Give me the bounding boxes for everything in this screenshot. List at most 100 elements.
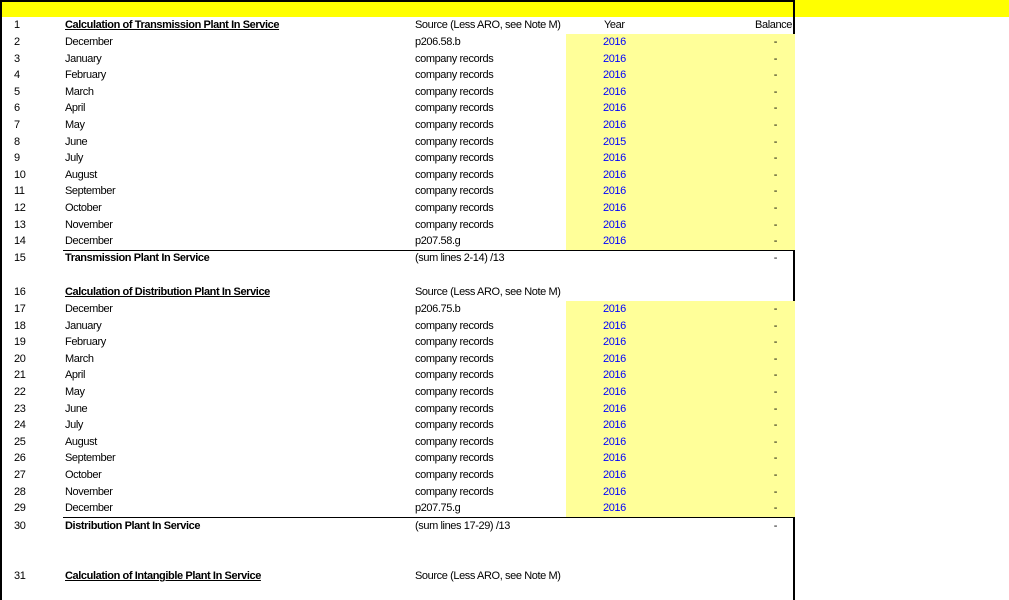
- year-cell[interactable]: 2016: [603, 102, 626, 115]
- month-label: April: [65, 369, 86, 382]
- table-row: 18 January company records 2016 -: [0, 318, 795, 334]
- source-reference: company records: [415, 435, 494, 448]
- year-cell[interactable]: 2016: [603, 202, 626, 214]
- year-cell[interactable]: 2016: [603, 336, 626, 349]
- total-formula: (sum lines 2-14) /13: [415, 252, 505, 264]
- source-reference: company records: [415, 402, 494, 415]
- year-cell[interactable]: 2016: [603, 485, 626, 498]
- line-number: 5: [14, 85, 20, 98]
- balance-cell[interactable]: -: [773, 85, 778, 98]
- balance-cell[interactable]: -: [773, 168, 778, 181]
- month-label: March: [65, 85, 94, 98]
- balance-cell[interactable]: -: [773, 469, 778, 481]
- year-cell[interactable]: 2016: [603, 218, 626, 231]
- year-cell[interactable]: 2016: [603, 502, 626, 515]
- year-cell[interactable]: 2016: [603, 419, 626, 432]
- balance-cell[interactable]: -: [773, 235, 778, 248]
- table-row: 7 May company records 2016 -: [0, 117, 795, 133]
- year-cell[interactable]: 2016: [603, 168, 626, 181]
- table-row: 13 November company records 2016 -: [0, 217, 795, 233]
- year-cell[interactable]: 2016: [603, 152, 626, 165]
- balance-cell[interactable]: -: [773, 336, 778, 349]
- table-row: 27 October company records 2016 -: [0, 467, 795, 483]
- source-reference: company records: [415, 386, 494, 398]
- year-cell[interactable]: 2016: [603, 369, 626, 382]
- line-number: 18: [14, 319, 26, 332]
- balance-cell[interactable]: -: [773, 152, 778, 165]
- year-cell[interactable]: 2016: [603, 36, 626, 48]
- line-number: 15: [14, 252, 26, 264]
- year-cell[interactable]: 2016: [603, 303, 626, 315]
- line-number: 24: [14, 419, 26, 432]
- balance-cell[interactable]: -: [773, 369, 778, 382]
- total-rule: [63, 517, 795, 518]
- line-number: 2: [14, 36, 20, 48]
- line-number: 7: [14, 119, 20, 131]
- balance-cell[interactable]: -: [773, 218, 778, 231]
- source-reference: company records: [415, 469, 494, 481]
- year-cell[interactable]: 2016: [603, 469, 626, 481]
- month-label: June: [65, 135, 88, 148]
- source-reference: company records: [415, 168, 494, 181]
- line-number: 1: [14, 19, 20, 31]
- balance-cell[interactable]: -: [773, 502, 778, 515]
- month-label: January: [65, 52, 102, 65]
- balance-cell[interactable]: -: [773, 69, 778, 82]
- year-cell[interactable]: 2016: [603, 452, 626, 465]
- balance-cell[interactable]: -: [773, 319, 778, 332]
- balance-cell[interactable]: -: [773, 452, 778, 465]
- balance-cell[interactable]: -: [773, 119, 778, 131]
- balance-cell[interactable]: -: [773, 185, 778, 198]
- balance-cell[interactable]: -: [773, 402, 778, 415]
- balance-cell[interactable]: -: [773, 352, 778, 365]
- balance-cell[interactable]: -: [773, 102, 778, 115]
- month-label: January: [65, 319, 102, 332]
- table-row: 23 June company records 2016 -: [0, 401, 795, 417]
- year-cell[interactable]: 2016: [603, 119, 626, 131]
- balance-cell[interactable]: -: [773, 135, 778, 148]
- source-reference: company records: [415, 336, 494, 349]
- year-cell[interactable]: 2016: [603, 185, 626, 198]
- source-header: Source (Less ARO, see Note M): [415, 570, 561, 582]
- table-row: 5 March company records 2016 -: [0, 84, 795, 100]
- total-balance: -: [773, 520, 778, 532]
- total-formula: (sum lines 17-29) /13: [415, 520, 510, 532]
- line-number: 14: [14, 235, 26, 248]
- year-cell[interactable]: 2016: [603, 352, 626, 365]
- balance-cell[interactable]: -: [773, 386, 778, 398]
- section-title: Calculation of Intangible Plant In Servi…: [65, 570, 261, 582]
- year-cell[interactable]: 2016: [603, 235, 626, 248]
- table-row: 11 September company records 2016 -: [0, 183, 795, 199]
- month-label: April: [65, 102, 86, 115]
- table-row: 3 January company records 2016 -: [0, 51, 795, 67]
- balance-cell[interactable]: -: [773, 36, 778, 48]
- year-cell[interactable]: 2016: [603, 435, 626, 448]
- year-cell[interactable]: 2016: [603, 319, 626, 332]
- balance-cell[interactable]: -: [773, 485, 778, 498]
- balance-column-header: Balance: [755, 19, 792, 31]
- table-row: 24 July company records 2016 -: [0, 417, 795, 433]
- year-cell[interactable]: 2016: [603, 386, 626, 398]
- month-label: June: [65, 402, 88, 415]
- top-highlight-bar: [0, 0, 1009, 17]
- table-row: 17 December p206.75.b 2016 -: [0, 301, 795, 317]
- table-row: 26 September company records 2016 -: [0, 450, 795, 466]
- balance-cell[interactable]: -: [773, 52, 778, 65]
- balance-cell[interactable]: -: [773, 435, 778, 448]
- month-label: February: [65, 69, 106, 82]
- line-number: 27: [14, 469, 26, 481]
- source-reference: company records: [415, 202, 494, 214]
- balance-cell[interactable]: -: [773, 419, 778, 432]
- balance-cell[interactable]: -: [773, 202, 778, 214]
- year-cell[interactable]: 2016: [603, 402, 626, 415]
- total-row: 15 Transmission Plant In Service (sum line…: [0, 250, 795, 266]
- balance-cell[interactable]: -: [773, 303, 778, 315]
- month-label: May: [65, 386, 85, 398]
- table-row: 6 April company records 2016 -: [0, 100, 795, 116]
- year-cell[interactable]: 2016: [603, 85, 626, 98]
- year-cell[interactable]: 2016: [603, 52, 626, 65]
- year-cell[interactable]: 2016: [603, 69, 626, 82]
- line-number: 19: [14, 336, 26, 349]
- table-row: 25 August company records 2016 -: [0, 434, 795, 450]
- year-cell[interactable]: 2015: [603, 135, 626, 148]
